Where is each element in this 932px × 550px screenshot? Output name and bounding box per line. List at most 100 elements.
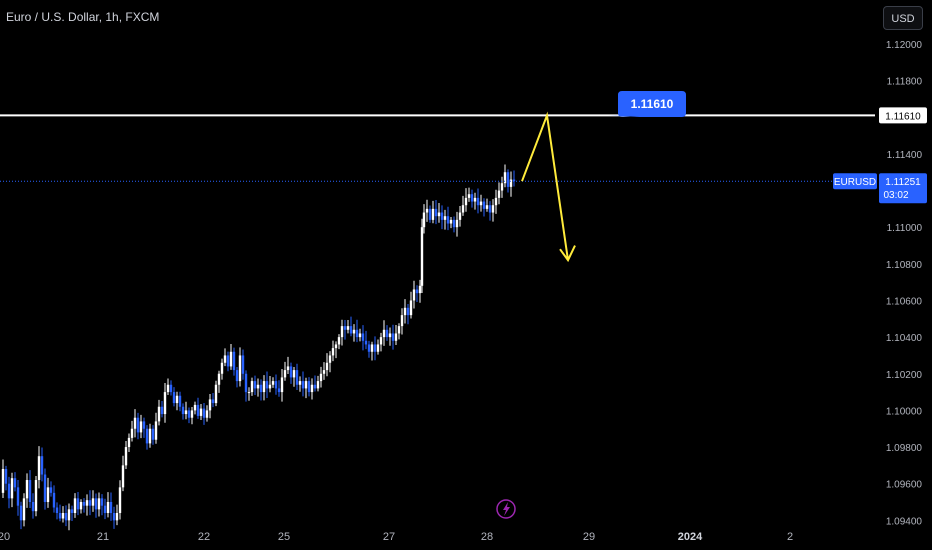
candle-body [85,500,89,506]
candle-body [420,227,424,286]
candle-body [434,208,438,217]
candle-body [145,428,149,444]
time-axis[interactable]: 20 21 22 25 27 28 29 2024 2 [0,531,793,543]
y-tick-label: 1.11800 [887,77,923,88]
candle-body [268,384,272,389]
candle-body [322,370,326,374]
countdown-label: 03:02 [883,190,908,201]
y-tick-label: 1.11000 [887,223,923,234]
x-tick-label: 20 [0,531,10,543]
candle-body [494,197,498,206]
candle-body [184,410,188,415]
currency-button[interactable]: USD [883,6,923,30]
candle-body [250,381,254,393]
candle-body [373,344,377,352]
candle-body [100,498,104,506]
candle-body [130,428,134,438]
candle-body [467,194,471,198]
candle-body [58,513,62,519]
chart-title: Euro / U.S. Dollar, 1h, FXCM [6,10,160,24]
candle-body [349,326,353,334]
candle-body [181,406,185,415]
candle-body [202,408,206,418]
price-axis[interactable]: 1.12000 1.11800 1.11400 1.11000 1.10800 1.106… [886,40,923,527]
candle-body [76,498,80,510]
candle-body [238,355,242,382]
candle-body [49,487,53,493]
y-tick-label: 1.10600 [886,296,923,307]
candle-body [491,205,495,213]
candle-body [415,289,419,294]
candle-body [476,197,480,206]
candle-body [289,366,293,378]
candle-body [109,502,113,514]
candle-body [178,395,182,407]
candle-body [431,208,435,220]
candle-body [343,326,347,330]
candle-body [244,373,248,393]
candle-body [406,307,410,316]
candle-body [205,410,209,418]
candle-body [325,362,329,371]
candle-body [106,502,110,514]
candle-body [187,410,191,418]
candle-body [127,437,131,448]
candle-body [449,219,453,224]
candle-body [440,212,444,220]
candle-body [259,384,263,393]
y-tick-label: 1.09400 [886,516,923,527]
price-callout[interactable]: 1.11610 [608,91,686,117]
candle-body [500,183,504,191]
candle-body [28,480,32,503]
candle-body [503,172,507,184]
candle-body [301,381,305,389]
candle-body [458,212,462,220]
candle-body [274,381,278,389]
candle-body [512,179,516,182]
candle-body [172,392,176,404]
candle-body [22,498,26,521]
candle-body [37,456,41,481]
candle-body [355,329,359,338]
candle-body [163,392,167,415]
candle-body [328,355,332,363]
candle-body [10,478,14,499]
lightning-icon[interactable] [496,499,516,519]
candle-body [319,373,323,382]
candle-body [169,384,173,393]
candle-body [70,509,74,514]
candle-body [464,197,468,206]
candle-body [262,381,266,393]
candle-body [364,340,368,345]
candle-body [220,362,224,374]
candle-body [13,478,17,488]
candle-body [497,190,501,198]
candle-body [422,212,426,228]
candle-body [361,333,365,341]
candle-body [452,219,456,228]
candle-body [97,498,101,510]
level-tag-label: 1.11610 [885,111,921,122]
candle-body [298,381,302,385]
callout-shape [608,91,686,117]
candle-body [394,333,398,341]
x-tick-label: 2 [787,531,793,543]
candle-body [52,492,56,508]
candle-body [79,502,83,510]
candle-body [193,404,197,411]
candle-body [67,509,71,521]
candle-body [283,370,287,378]
forecast-arrow[interactable] [521,111,569,261]
y-tick-label: 1.09800 [886,443,923,454]
candle-body [136,417,140,433]
candle-body [241,355,245,374]
candle-body [226,355,230,367]
candle-body [118,487,122,514]
candle-body [31,502,35,512]
y-tick-label: 1.10800 [886,260,923,271]
candle-body [154,421,158,440]
candle-body [16,487,20,506]
y-tick-label: 1.12000 [886,40,923,51]
candle-body [1,469,5,493]
